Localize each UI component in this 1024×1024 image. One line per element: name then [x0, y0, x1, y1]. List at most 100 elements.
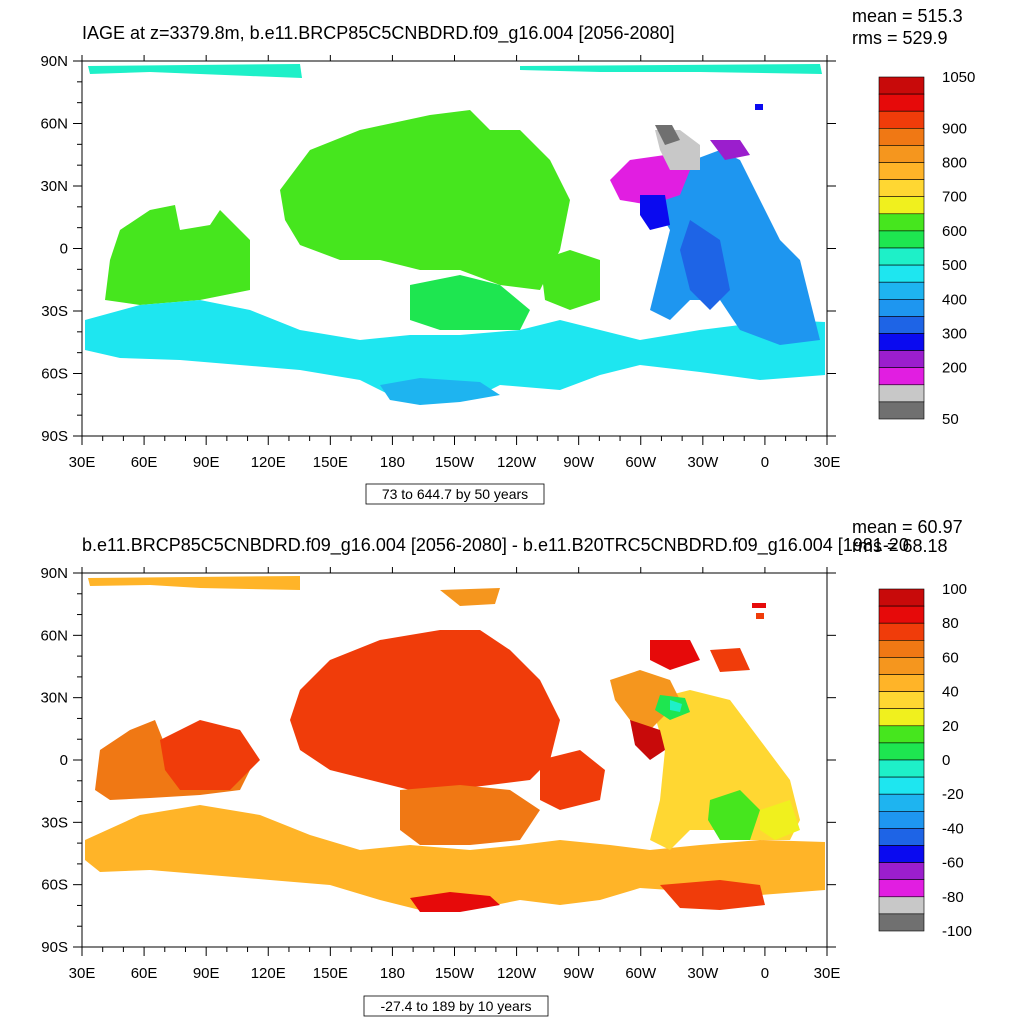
diff-axis-xtick-label: 120W	[497, 965, 537, 982]
iage-axis-ytick-label: 30S	[41, 303, 68, 320]
diff-axis-xtick-label: 30W	[687, 965, 719, 982]
diff-colorbar-swatch	[878, 742, 925, 761]
iage-axis-xtick-label: 30W	[687, 454, 719, 471]
iage-region-ne-atlantic	[710, 140, 750, 160]
diff-colorbar-swatch	[878, 776, 925, 795]
diff-region-atlantic-yellow	[760, 800, 800, 840]
diff-region-us-coast	[630, 720, 665, 760]
iage-colorbar-label: 600	[942, 223, 967, 240]
iage-region-se-pacific	[540, 250, 600, 310]
iage-colorbar-swatch	[878, 384, 925, 403]
diff-colorbar-swatch	[878, 896, 925, 915]
iage-region-arctic	[88, 64, 302, 78]
diff-region-arctic-east	[440, 588, 500, 606]
diff-region-south-pacific	[400, 785, 540, 845]
iage-axis-xtick-label: 60W	[625, 454, 657, 471]
iage-axis-xtick-label: 120E	[251, 454, 286, 471]
iage-axis-ytick-label: 30N	[40, 178, 68, 195]
diff-region-labrador-cyan	[670, 700, 682, 712]
diff-colorbar-label: -60	[942, 855, 964, 872]
diff-region-arctic	[88, 576, 300, 590]
panel-iage-colorbar: 1050 900 800 700 600 500 400 300 200 50	[878, 69, 975, 428]
diff-colorbar-label: 40	[942, 684, 959, 701]
diff-region-small-b	[756, 613, 764, 619]
diff-colorbar-label: 80	[942, 615, 959, 632]
diff-region-atlantic-green	[708, 790, 760, 840]
panel-diff-axes: 30E 60E 90E 120E 150E 180 150W 120W 90W 60W 30W 0 30…	[40, 565, 840, 982]
diff-colorbar-swatch	[878, 605, 925, 624]
panel-iage-mean: mean = 515.3	[852, 6, 963, 26]
diff-axis-xtick-label: 30E	[814, 965, 841, 982]
diff-axis-xtick-label: 60W	[625, 965, 657, 982]
iage-axis-xtick-label: 0	[761, 454, 769, 471]
diff-axis-ytick-label: 90N	[40, 565, 68, 582]
diff-axis-ytick-label: 30S	[41, 814, 68, 831]
panel-diff-title: b.e11.BRCP85C5CNBDRD.f09_g16.004 [2056-2…	[82, 535, 909, 556]
diff-colorbar-swatch	[878, 622, 925, 641]
iage-colorbar-swatch	[878, 110, 925, 129]
iage-region-atlantic-deep	[680, 220, 730, 310]
diff-region-southern-ocean	[85, 805, 825, 910]
diff-colorbar-swatch	[878, 657, 925, 675]
iage-colorbar-swatch	[878, 264, 925, 283]
iage-region-indian	[105, 205, 250, 305]
iage-colorbar-label: 50	[942, 411, 959, 428]
iage-colorbar-swatch	[878, 213, 925, 232]
panel-diff-map	[85, 576, 825, 912]
iage-colorbar-label: 400	[942, 291, 967, 308]
diff-axis-xtick-label: 150E	[313, 965, 348, 982]
iage-colorbar-swatch	[878, 196, 925, 215]
iage-colorbar-swatch	[878, 316, 925, 334]
diff-region-west-pacific	[160, 720, 260, 790]
iage-region-southern-ocean	[85, 300, 825, 402]
diff-colorbar-label: 0	[942, 752, 950, 769]
iage-colorbar-swatch	[878, 401, 925, 420]
diff-colorbar-label: -100	[942, 923, 972, 940]
iage-colorbar-swatch	[878, 145, 925, 163]
diff-region-north-pacific	[290, 630, 560, 790]
iage-colorbar-swatch	[878, 230, 925, 249]
iage-axis-ytick-label: 60S	[41, 366, 68, 383]
iage-region-antarctic-blue	[380, 378, 500, 405]
diff-axis-ytick-label: 60N	[40, 627, 68, 644]
panel-iage-axes: 30E 60E 90E 120E 150E 180 150W 120W 90W 60W 30W 0 30…	[40, 53, 840, 471]
iage-region-atlantic	[640, 150, 820, 345]
iage-colorbar-swatch	[878, 93, 925, 112]
iage-colorbar-swatch	[878, 128, 925, 146]
iage-axis-ytick-label: 0	[60, 241, 68, 258]
diff-axis-xtick-label: 150W	[435, 965, 475, 982]
iage-colorbar-swatch	[878, 76, 925, 95]
diff-colorbar-label: -80	[942, 889, 964, 906]
iage-colorbar-label: 700	[942, 189, 967, 206]
diff-colorbar-swatch	[878, 759, 925, 778]
diff-axis-ytick-label: 90S	[41, 939, 68, 956]
diff-axis-ytick-label: 60S	[41, 877, 68, 894]
diff-region-small-a	[752, 603, 766, 608]
panel-diff-mean: mean = 60.97	[852, 517, 963, 537]
diff-colorbar-label: 20	[942, 718, 959, 735]
iage-axis-ytick-label: 90N	[40, 53, 68, 70]
diff-colorbar-swatch	[878, 913, 925, 932]
iage-axis-xtick-label: 90E	[193, 454, 220, 471]
diff-axis-xtick-label: 180	[380, 965, 405, 982]
diff-colorbar-label: -40	[942, 820, 964, 837]
panel-iage-info: 73 to 644.7 by 50 years	[382, 486, 528, 502]
diff-colorbar-swatch	[878, 708, 925, 727]
panel-diff-info-box	[363, 995, 549, 1017]
iage-region-arctic-east	[520, 64, 822, 74]
panel-diff-rms: rms = 68.18	[852, 536, 948, 556]
diff-colorbar-swatch	[878, 793, 925, 812]
iage-colorbar-swatch	[878, 162, 925, 180]
iage-colorbar-swatch	[878, 179, 925, 198]
diff-colorbar-swatch	[878, 639, 925, 658]
iage-colorbar-swatch	[878, 350, 925, 369]
diff-axis-xtick-label: 90E	[193, 965, 220, 982]
panel-iage-info-box	[365, 483, 545, 505]
iage-colorbar-swatch	[878, 298, 925, 317]
panel-iage: IAGE at z=3379.8m, b.e11.BRCP85C5CNBDRD.…	[40, 6, 975, 505]
diff-region-nordic	[650, 640, 700, 670]
iage-axis-xtick-label: 180	[380, 454, 405, 471]
diff-colorbar-label: 100	[942, 581, 967, 598]
iage-axis-xtick-label: 150E	[313, 454, 348, 471]
iage-axis-xtick-label: 150W	[435, 454, 475, 471]
